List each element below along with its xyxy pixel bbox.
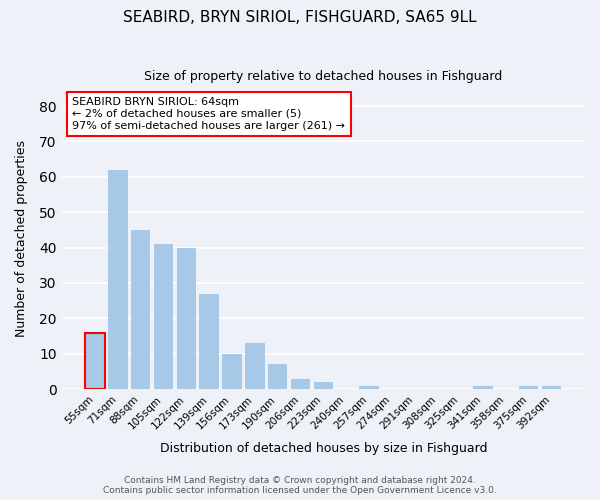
- Bar: [542, 386, 561, 389]
- Y-axis label: Number of detached properties: Number of detached properties: [15, 140, 28, 338]
- Bar: [199, 294, 219, 389]
- Bar: [314, 382, 333, 389]
- Bar: [176, 248, 196, 389]
- Bar: [131, 230, 151, 389]
- Text: Contains HM Land Registry data © Crown copyright and database right 2024.
Contai: Contains HM Land Registry data © Crown c…: [103, 476, 497, 495]
- Bar: [223, 354, 242, 389]
- Bar: [359, 386, 379, 389]
- Bar: [291, 378, 310, 389]
- Bar: [85, 332, 105, 389]
- Bar: [245, 343, 265, 389]
- Bar: [519, 386, 538, 389]
- Title: Size of property relative to detached houses in Fishguard: Size of property relative to detached ho…: [144, 70, 502, 83]
- Text: SEABIRD BRYN SIRIOL: 64sqm
← 2% of detached houses are smaller (5)
97% of semi-d: SEABIRD BRYN SIRIOL: 64sqm ← 2% of detac…: [72, 98, 345, 130]
- Bar: [268, 364, 287, 389]
- Bar: [108, 170, 128, 389]
- Bar: [85, 332, 105, 389]
- Text: SEABIRD, BRYN SIRIOL, FISHGUARD, SA65 9LL: SEABIRD, BRYN SIRIOL, FISHGUARD, SA65 9L…: [123, 10, 477, 25]
- Bar: [473, 386, 493, 389]
- Bar: [154, 244, 173, 389]
- X-axis label: Distribution of detached houses by size in Fishguard: Distribution of detached houses by size …: [160, 442, 487, 455]
